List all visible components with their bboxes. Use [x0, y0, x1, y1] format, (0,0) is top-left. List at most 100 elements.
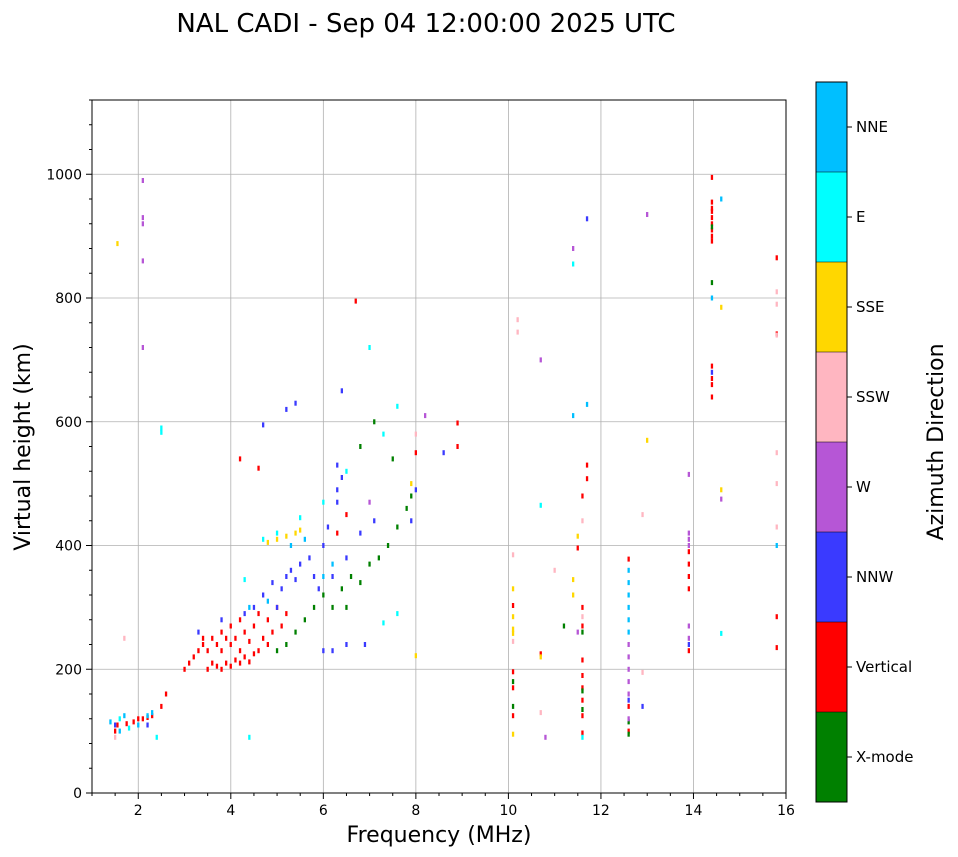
point-ssw [516, 317, 519, 323]
point-x-mode [377, 555, 380, 561]
point-sse [646, 437, 649, 443]
point-vertical [220, 648, 223, 654]
point-vertical [238, 456, 242, 462]
point-ssw [775, 301, 778, 307]
point-nnw [312, 574, 316, 579]
point-nnw [308, 555, 311, 561]
point-vertical [257, 611, 260, 617]
y-tick-label: 200 [55, 662, 82, 678]
point-vertical [183, 666, 186, 672]
point-vertical [215, 642, 219, 647]
point-vertical [206, 666, 209, 672]
point-vertical [710, 215, 714, 221]
point-vertical [581, 685, 584, 691]
colorbar-segment [816, 172, 847, 262]
point-nnw [414, 487, 417, 493]
point-vertical [234, 657, 237, 663]
point-vertical [710, 174, 714, 180]
colorbar-segment [816, 622, 847, 712]
point-vertical [710, 199, 714, 205]
point-e [155, 734, 158, 740]
point-nne [289, 543, 293, 548]
point-vertical [687, 648, 690, 654]
point-nnw [373, 518, 376, 524]
colorbar-segment [816, 532, 847, 622]
colorbar: X-mode Vertical NNW W SSW SSE E NNE [815, 81, 913, 803]
point-nne [109, 719, 112, 725]
point-vertical [345, 512, 348, 518]
point-e [720, 630, 723, 636]
point-vertical [252, 623, 256, 629]
point-ssw [553, 567, 556, 573]
point-ssw [511, 552, 515, 558]
point-nne [322, 574, 325, 579]
point-nnw [336, 462, 339, 468]
point-x-mode [511, 703, 515, 709]
colorbar-frame [815, 81, 848, 803]
x-tick-label: 10 [499, 803, 517, 819]
point-sse [285, 533, 288, 539]
point-vertical [229, 623, 232, 629]
point-nnw [331, 648, 334, 654]
point-vertical [114, 728, 117, 734]
point-vertical [225, 660, 228, 666]
point-sse [511, 586, 515, 592]
point-vertical [201, 635, 205, 641]
x-tick-label: 14 [685, 803, 703, 819]
point-sse [299, 527, 302, 533]
point-vertical [262, 635, 265, 641]
point-vertical [581, 730, 584, 736]
point-ssw [641, 512, 644, 518]
point-nnw [146, 722, 149, 728]
point-nne [627, 567, 630, 573]
point-nnw [336, 499, 339, 505]
point-sse [266, 539, 269, 545]
colorbar-segment [816, 82, 847, 172]
y-tick-label: 400 [55, 539, 82, 555]
point-x-mode [581, 629, 584, 635]
point-nne [151, 710, 154, 716]
point-nnw [627, 697, 630, 703]
point-e [539, 502, 542, 508]
point-w [141, 345, 144, 350]
colorbar-label: SSW [856, 388, 890, 406]
point-vertical [151, 713, 154, 719]
point-x-mode [349, 574, 353, 579]
point-nnw [442, 450, 445, 456]
point-x-mode [368, 561, 371, 567]
colorbar-label: X-mode [856, 748, 913, 766]
point-x-mode [373, 419, 376, 425]
point-x-mode [359, 444, 362, 449]
point-vertical [585, 462, 589, 468]
point-sse [294, 530, 297, 536]
point-vertical [581, 697, 584, 703]
point-vertical [215, 663, 219, 669]
point-vertical [581, 713, 584, 719]
point-nnw [220, 617, 223, 623]
point-vertical [229, 642, 232, 647]
point-e [322, 499, 325, 505]
point-e [118, 716, 121, 722]
point-nnw [340, 388, 343, 394]
point-nne [627, 580, 630, 586]
point-nnw [262, 592, 265, 598]
grid-lines [92, 100, 786, 793]
point-x-mode [312, 604, 316, 610]
point-w [627, 679, 630, 685]
point-nnw [710, 369, 714, 375]
point-vertical [710, 233, 714, 239]
point-vertical [581, 673, 584, 678]
point-vertical [710, 205, 714, 211]
point-vertical [710, 221, 714, 227]
point-e [160, 425, 163, 431]
point-x-mode [391, 456, 394, 462]
point-nnw [280, 586, 283, 592]
point-vertical [238, 648, 242, 654]
point-w [687, 623, 690, 629]
point-vertical [141, 716, 144, 722]
point-vertical [775, 614, 778, 620]
point-ssw [511, 638, 515, 644]
point-e [368, 345, 371, 350]
point-ssw [775, 450, 778, 456]
